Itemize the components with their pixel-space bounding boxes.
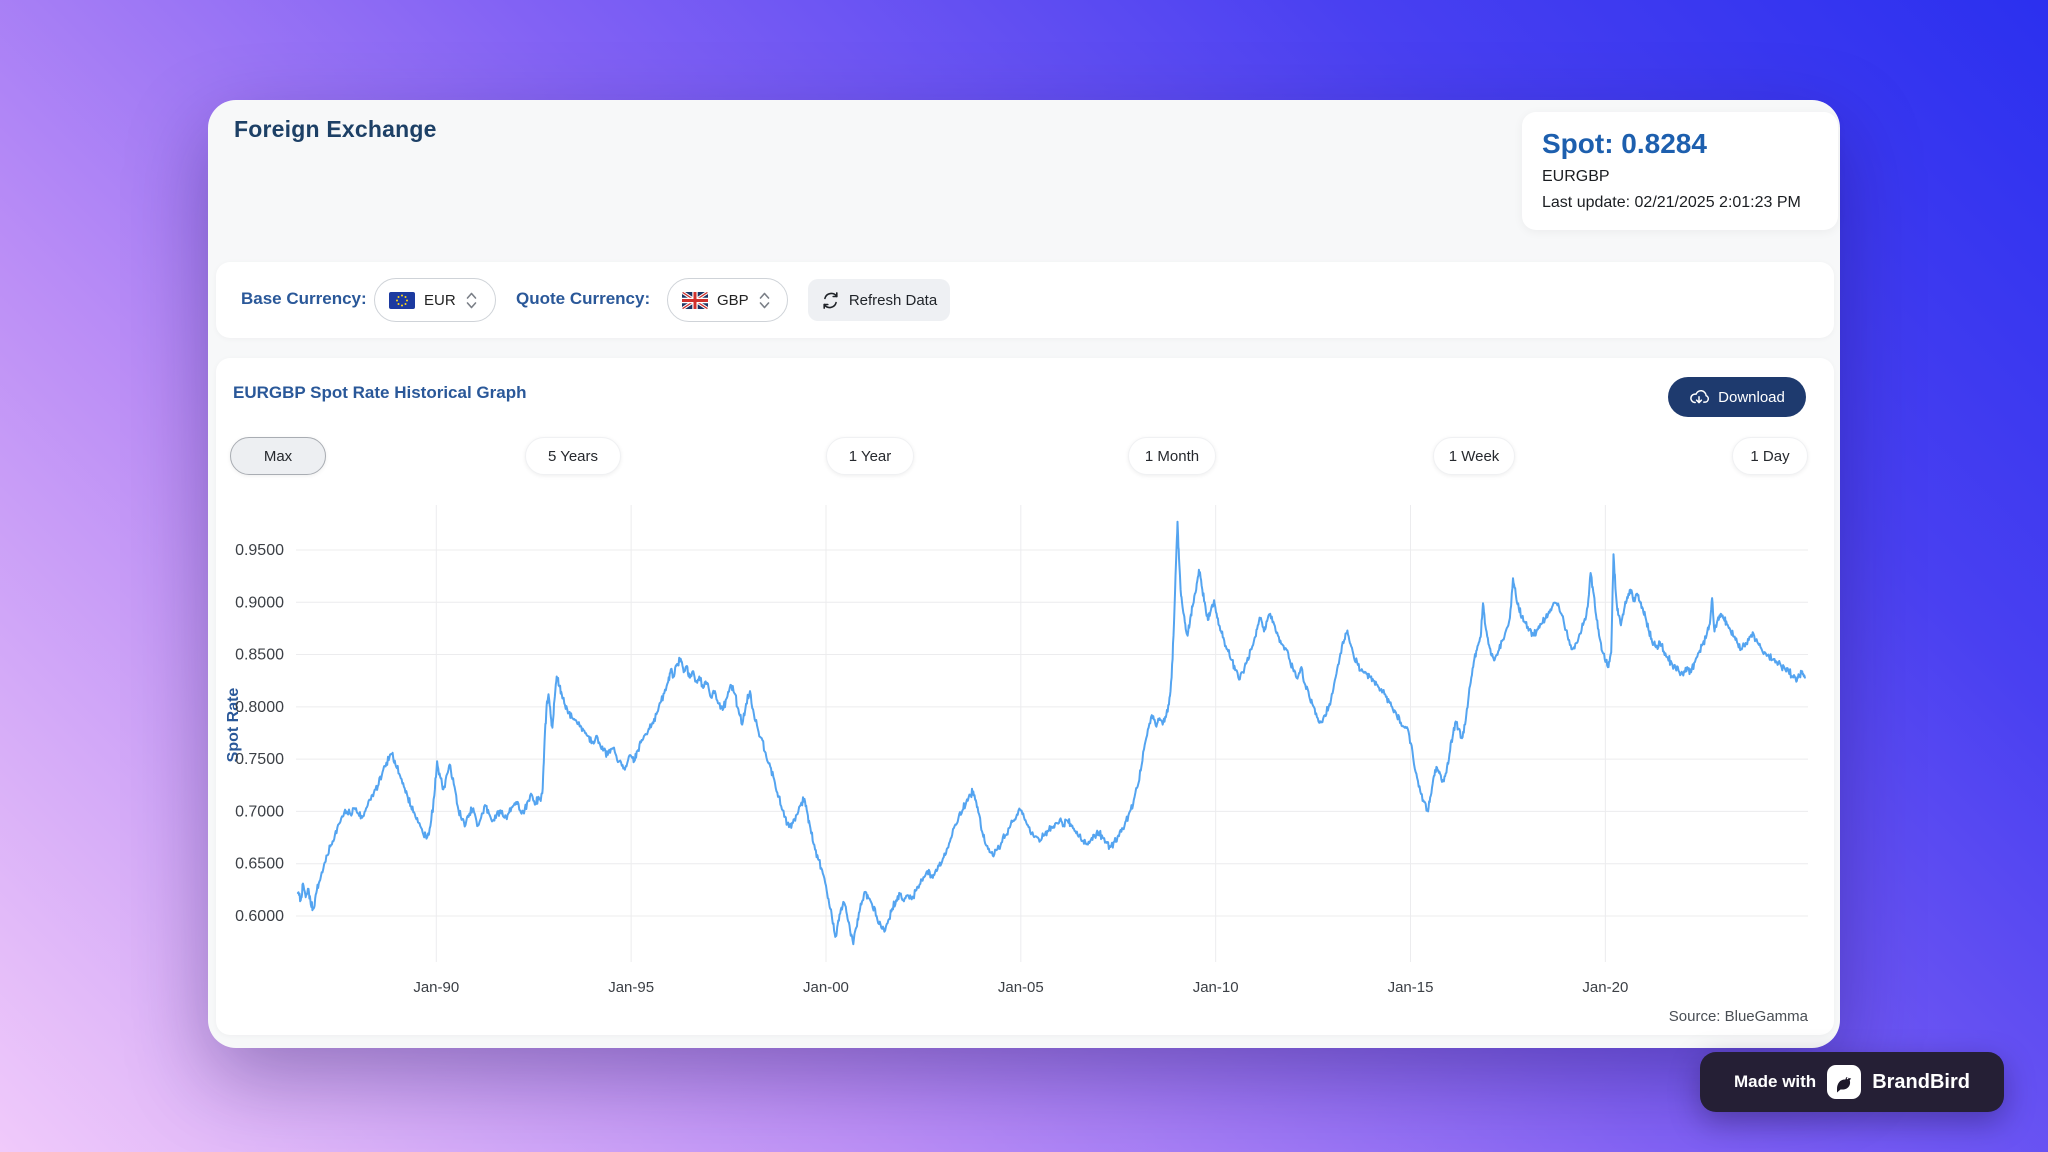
quote-currency-select[interactable]: GBP xyxy=(667,278,788,322)
base-currency-select[interactable]: EUR xyxy=(374,278,496,322)
chart-title: EURGBP Spot Rate Historical Graph xyxy=(233,383,527,402)
range-button-1-year[interactable]: 1 Year xyxy=(826,437,914,475)
x-tick-label: Jan-15 xyxy=(1388,979,1434,996)
brandbird-icon xyxy=(1827,1065,1862,1099)
page-title: Foreign Exchange xyxy=(234,116,437,142)
eu-flag-icon xyxy=(389,291,415,309)
cloud-download-icon xyxy=(1689,387,1710,407)
app-card: Foreign Exchange Spot: 0.8284 EURGBP Las… xyxy=(208,100,1840,1048)
spot-rate-chart: 0.9500 0.9000 0.8500 0.8000 0.7500 0.7000 0.65… xyxy=(235,505,1808,996)
y-tick-label: 0.6500 xyxy=(235,856,284,873)
y-tick-label: 0.9000 xyxy=(235,594,284,611)
download-label: Download xyxy=(1718,388,1785,406)
refresh-data-button[interactable]: Refresh Data xyxy=(808,279,950,321)
base-currency-value: EUR xyxy=(424,291,456,309)
spot-last-update: Last update: 02/21/2025 2:01:23 PM xyxy=(1542,194,1801,211)
base-currency-label: Base Currency: xyxy=(241,289,367,308)
range-button-5-years[interactable]: 5 Years xyxy=(525,437,621,475)
x-tick-label: Jan-90 xyxy=(413,979,459,996)
controls-bar: Base Currency: EUR Quote Currency: xyxy=(216,262,1834,338)
spot-pair: EURGBP xyxy=(1542,168,1610,185)
source-label: Source: BlueGamma xyxy=(1668,1008,1808,1025)
chevron-updown-icon xyxy=(465,290,478,311)
quote-currency-value: GBP xyxy=(717,291,749,309)
uk-flag-icon xyxy=(682,291,708,309)
range-button-1-month[interactable]: 1 Month xyxy=(1128,437,1216,475)
made-with-label: Made with xyxy=(1734,1072,1817,1091)
y-tick-label: 0.8000 xyxy=(235,699,284,716)
y-tick-label: 0.7500 xyxy=(235,751,284,768)
x-tick-label: Jan-05 xyxy=(998,979,1044,996)
range-button-1-week[interactable]: 1 Week xyxy=(1433,437,1515,475)
chart-card: EURGBP Spot Rate Historical Graph Downlo… xyxy=(216,358,1834,1035)
download-button[interactable]: Download xyxy=(1668,377,1806,417)
range-button-1-day[interactable]: 1 Day xyxy=(1732,437,1808,475)
y-tick-label: 0.9500 xyxy=(235,542,284,559)
quote-currency-label: Quote Currency: xyxy=(516,289,651,308)
brandbird-label: BrandBird xyxy=(1872,1070,1970,1093)
y-tick-label: 0.6000 xyxy=(235,908,284,925)
spot-rate-line xyxy=(296,520,1806,946)
spot-card: Spot: 0.8284 EURGBP Last update: 02/21/2… xyxy=(1522,112,1838,230)
y-tick-label: 0.8500 xyxy=(235,647,284,664)
range-button-max[interactable]: Max xyxy=(230,437,326,475)
brandbird-badge[interactable]: Made with BrandBird xyxy=(1700,1052,2004,1112)
y-tick-label: 0.7000 xyxy=(235,803,284,820)
refresh-label: Refresh Data xyxy=(848,291,938,309)
x-tick-label: Jan-95 xyxy=(608,979,654,996)
spot-value: Spot: 0.8284 xyxy=(1542,128,1707,159)
refresh-icon xyxy=(821,291,840,310)
x-tick-label: Jan-10 xyxy=(1193,979,1239,996)
x-tick-label: Jan-00 xyxy=(803,979,849,996)
x-tick-label: Jan-20 xyxy=(1582,979,1628,996)
chevron-updown-icon xyxy=(758,290,771,311)
